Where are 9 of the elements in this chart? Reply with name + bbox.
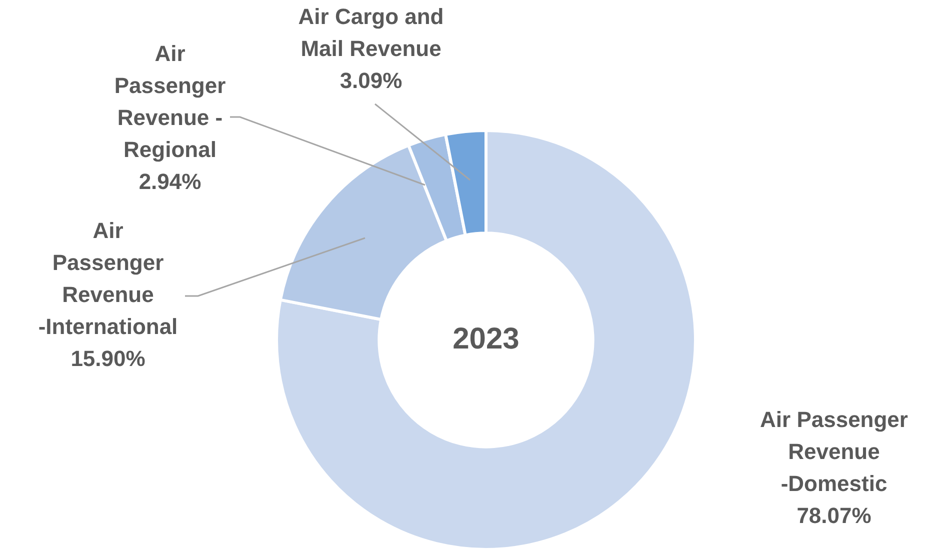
- slice-label: Air Passenger Revenue -International: [38, 218, 178, 340]
- slice-label: Air Cargo and Mail Revenue: [298, 4, 444, 62]
- data-label: 3.09%: [340, 68, 402, 94]
- data-label: 2.94%: [138, 169, 202, 194]
- data-label: 78.07%: [796, 503, 872, 528]
- slice-label: Air Passenger Revenue - Regional: [114, 41, 226, 162]
- text: 2023: [452, 322, 520, 356]
- data-label: 15.90%: [70, 346, 146, 372]
- slice-label: Air Passenger Revenue -Domestic: [760, 407, 908, 496]
